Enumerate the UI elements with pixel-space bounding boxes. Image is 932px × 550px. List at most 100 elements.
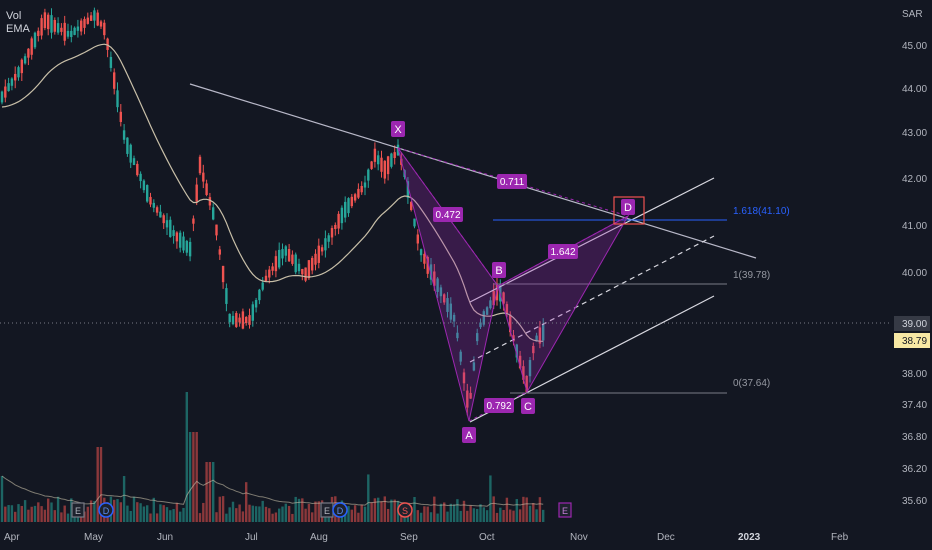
legend-ema[interactable]: EMA	[6, 23, 30, 35]
candle-body	[284, 246, 287, 256]
volume-bar	[347, 506, 350, 522]
candle-body	[169, 219, 172, 238]
svg-text:39.00: 39.00	[902, 319, 927, 330]
legend-vol[interactable]: Vol	[6, 10, 22, 22]
volume-bar	[96, 447, 99, 522]
volume-bar	[462, 500, 466, 522]
point-c-label[interactable]: C	[521, 398, 535, 414]
pattern-xab-triangle[interactable]	[397, 147, 499, 422]
point-d-label[interactable]: D	[621, 199, 635, 215]
candle-body	[264, 275, 268, 282]
point-a-label[interactable]: A	[462, 427, 476, 443]
candle-body	[532, 345, 535, 354]
volume-bar	[535, 509, 538, 522]
event-marker-e[interactable]: E	[558, 502, 572, 518]
volume-bar	[466, 510, 469, 522]
volume-bar	[119, 502, 122, 522]
volume-bar	[20, 505, 23, 522]
descending-trendline[interactable]	[189, 83, 757, 259]
volume-bar	[426, 506, 429, 522]
event-marker-e[interactable]: E	[71, 502, 85, 518]
candle-body	[518, 355, 522, 369]
candle-body	[268, 269, 271, 278]
candle-body	[350, 196, 353, 207]
volume-bar	[429, 512, 433, 522]
candle-body	[413, 218, 416, 227]
candle-body	[297, 263, 301, 272]
candle-body	[261, 282, 264, 290]
event-marker-s[interactable]: S	[397, 502, 413, 518]
volume-bar	[287, 505, 291, 522]
event-marker-text: S	[402, 506, 408, 516]
candle-body	[248, 315, 251, 325]
pattern-xd-line	[397, 147, 629, 217]
candle-body	[192, 218, 195, 224]
x-tick-sep: Sep	[400, 532, 418, 543]
candle-body	[122, 130, 126, 140]
d-point-box[interactable]	[613, 196, 645, 225]
pattern-bcd-triangle[interactable]	[497, 214, 630, 394]
candle-body	[20, 59, 23, 74]
volume-bar	[188, 432, 192, 522]
candle-body	[367, 169, 370, 181]
volume-bar	[344, 513, 347, 522]
point-x-label[interactable]: X	[391, 121, 405, 137]
candle-body	[320, 247, 324, 252]
event-marker-d[interactable]: D	[98, 502, 114, 518]
point-b-label[interactable]: B	[492, 262, 506, 278]
volume-bar	[165, 507, 169, 522]
channel-middle-line[interactable]	[469, 235, 715, 363]
volume-bar	[27, 509, 30, 522]
candle-body	[363, 182, 367, 188]
candle-body	[337, 213, 340, 229]
candle-body	[66, 30, 70, 37]
time-axis[interactable]: Apr May Jun Jul Aug Sep Oct Nov Dec 2023…	[4, 532, 849, 543]
candle-body	[30, 38, 33, 55]
candle-body	[423, 253, 426, 264]
volume-bar	[136, 502, 139, 522]
candle-body	[509, 314, 512, 333]
volume-bar	[509, 509, 512, 522]
candle-body	[63, 22, 66, 41]
volume-bar	[17, 504, 20, 522]
candle-body	[40, 18, 43, 36]
volume-bar	[56, 496, 60, 522]
event-marker-text: D	[337, 506, 344, 516]
candle-body	[188, 241, 192, 257]
candle-body	[324, 238, 327, 251]
event-marker-e[interactable]: E	[320, 502, 334, 518]
indicator-legend[interactable]: Vol EMA	[6, 10, 30, 36]
volume-bar	[476, 508, 479, 522]
volume-bar	[14, 511, 17, 522]
volume-bar	[502, 509, 505, 522]
candle-body	[23, 56, 27, 64]
candle-body	[439, 287, 443, 297]
candle-body	[198, 156, 202, 174]
candle-body	[103, 22, 106, 36]
candle-body	[182, 236, 185, 251]
event-marker-d[interactable]: D	[332, 502, 348, 518]
volume-bar	[179, 511, 182, 522]
volume-bar	[235, 508, 238, 522]
volume-bar	[162, 505, 165, 522]
candle-body	[462, 372, 466, 384]
candle-body	[76, 26, 80, 31]
volume-bar	[116, 499, 119, 522]
volume-bar	[311, 512, 314, 522]
volume-bar	[172, 509, 175, 522]
y-tick-45: 45.00	[902, 41, 927, 52]
volume-bar	[205, 462, 208, 522]
channel-upper-line[interactable]	[469, 177, 715, 303]
candle-body	[433, 271, 436, 286]
volume-bar	[53, 510, 56, 522]
volume-bar	[456, 499, 459, 522]
candle-body	[50, 15, 53, 33]
candle-body	[47, 14, 50, 30]
volume-bar	[129, 510, 132, 522]
candle-body	[449, 303, 452, 320]
volume-bar	[70, 498, 73, 522]
volume-bar	[271, 513, 274, 522]
price-axis[interactable]: SAR 45.00 44.00 43.00 42.00 41.00 40.00 …	[894, 9, 930, 507]
candle-body	[502, 292, 505, 304]
